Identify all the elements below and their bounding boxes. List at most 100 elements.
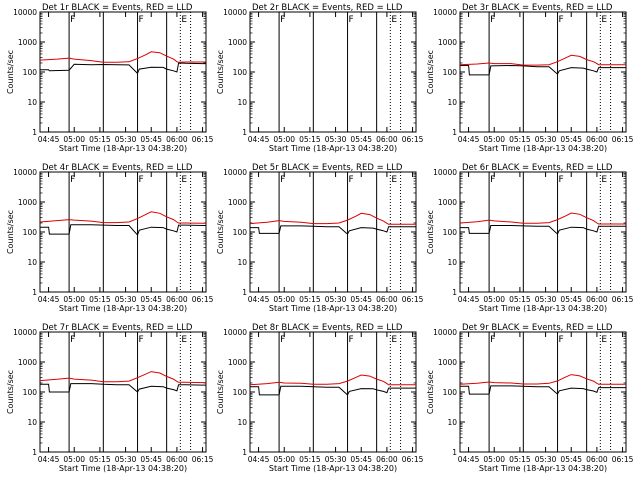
y-tick-label: 10 <box>447 418 457 427</box>
event-marker-label: F <box>139 15 144 25</box>
x-tick-label: 05:15 <box>89 295 111 304</box>
x-tick-label: 04:45 <box>248 455 270 464</box>
plot-frame <box>249 11 417 133</box>
x-axis-label: Start Time (18-Apr-13 04:38:20) <box>269 304 397 313</box>
lld-series-line <box>39 51 206 63</box>
y-tick-label: 1000 <box>228 358 247 367</box>
event-marker-label: F <box>139 335 144 345</box>
x-tick-label: 05:00 <box>63 295 85 304</box>
panel-title: Det 8r BLACK = Events, RED = LLD <box>252 323 403 333</box>
x-tick-label: 06:00 <box>166 295 188 304</box>
x-tick-label: 06:00 <box>376 135 398 144</box>
x-tick-label: 05:30 <box>325 135 347 144</box>
x-tick-label: 06:00 <box>586 135 608 144</box>
lld-series-line <box>459 54 626 66</box>
x-tick-label: 06:00 <box>586 295 608 304</box>
y-tick-label: 100 <box>443 228 458 237</box>
event-marker-label: F <box>490 335 495 345</box>
event-marker-label: F <box>349 335 354 345</box>
x-axis-label: Start Time (18-Apr-13 04:38:20) <box>59 304 187 313</box>
events-series-line <box>40 62 206 75</box>
event-marker-label: F <box>559 175 564 185</box>
x-tick-label: 04:45 <box>458 455 480 464</box>
y-tick-label: 10 <box>27 258 37 267</box>
x-tick-label: 06:15 <box>402 455 424 464</box>
y-tick-label: 1000 <box>228 38 247 47</box>
x-tick-label: 05:30 <box>115 455 137 464</box>
x-tick-label: 04:45 <box>38 455 60 464</box>
x-tick-label: 06:15 <box>192 295 214 304</box>
event-marker-label: F <box>349 175 354 185</box>
y-tick-label: 100 <box>443 388 458 397</box>
y-tick-label: 1 <box>452 128 457 137</box>
y-axis-label: Counts/sec <box>216 210 225 254</box>
y-axis-label: Counts/sec <box>426 50 435 94</box>
x-tick-label: 06:15 <box>402 295 424 304</box>
event-marker-label: E <box>181 175 187 185</box>
x-axis-label: Start Time (18-Apr-13 04:38:20) <box>269 144 397 153</box>
x-tick-label: 04:45 <box>458 295 480 304</box>
y-tick-label: 10 <box>237 98 247 107</box>
x-tick-label: 05:45 <box>350 295 372 304</box>
x-tick-label: 05:15 <box>509 295 531 304</box>
event-marker-label: E <box>391 335 397 345</box>
y-axis-label: Counts/sec <box>426 210 435 254</box>
y-tick-label: 100 <box>443 68 458 77</box>
x-tick-label: 06:00 <box>376 295 398 304</box>
x-tick-label: 05:15 <box>509 135 531 144</box>
x-tick-label: 05:30 <box>115 295 137 304</box>
event-marker-label: F <box>490 175 495 185</box>
y-tick-label: 1 <box>32 288 37 297</box>
event-marker-label: F <box>280 335 285 345</box>
x-axis-label: Start Time (18-Apr-13 04:38:20) <box>479 144 607 153</box>
y-tick-label: 1000 <box>438 358 457 367</box>
y-tick-label: 1 <box>452 288 457 297</box>
x-tick-label: 06:00 <box>586 455 608 464</box>
event-marker-label: F <box>70 335 75 345</box>
lld-series-line <box>459 212 626 225</box>
x-axis-label: Start Time (18-Apr-13 04:38:20) <box>479 464 607 473</box>
y-tick-label: 10 <box>237 418 247 427</box>
x-tick-label: 05:00 <box>483 295 505 304</box>
y-tick-label: 10 <box>27 98 37 107</box>
y-tick-label: 100 <box>23 228 38 237</box>
x-tick-label: 04:45 <box>458 135 480 144</box>
x-tick-label: 05:00 <box>273 455 295 464</box>
plot-frame <box>39 11 207 133</box>
x-tick-label: 06:15 <box>192 135 214 144</box>
events-series-line <box>460 225 626 235</box>
x-tick-label: 05:30 <box>325 295 347 304</box>
event-marker-label: F <box>490 15 495 25</box>
x-tick-label: 05:45 <box>140 295 162 304</box>
x-tick-label: 05:30 <box>535 135 557 144</box>
y-axis-label: Counts/sec <box>216 370 225 414</box>
x-tick-label: 06:00 <box>166 455 188 464</box>
event-marker-label: F <box>280 175 285 185</box>
x-tick-label: 05:45 <box>350 455 372 464</box>
y-tick-label: 100 <box>233 228 248 237</box>
y-tick-label: 10000 <box>223 328 247 337</box>
x-axis-label: Start Time (18-Apr-13 04:38:20) <box>59 464 187 473</box>
y-axis-label: Counts/sec <box>6 370 15 414</box>
x-tick-label: 05:15 <box>89 455 111 464</box>
y-tick-label: 1000 <box>438 198 457 207</box>
x-tick-label: 05:45 <box>350 135 372 144</box>
event-marker-label: F <box>70 15 75 25</box>
panel-title: Det 5r BLACK = Events, RED = LLD <box>252 163 403 173</box>
y-tick-label: 10 <box>447 98 457 107</box>
y-tick-label: 10000 <box>223 8 247 17</box>
x-tick-label: 05:00 <box>273 135 295 144</box>
event-marker-label: F <box>559 15 564 25</box>
y-axis-label: Counts/sec <box>216 50 225 94</box>
x-tick-label: 05:30 <box>535 295 557 304</box>
plot-frame <box>459 11 627 133</box>
event-marker-label: E <box>181 15 187 25</box>
y-tick-label: 10 <box>447 258 457 267</box>
event-marker-label: E <box>601 335 607 345</box>
y-tick-label: 1 <box>32 448 37 457</box>
y-tick-label: 10000 <box>433 168 457 177</box>
y-tick-label: 1000 <box>18 358 37 367</box>
x-tick-label: 06:15 <box>402 135 424 144</box>
lld-series-line <box>39 371 206 384</box>
